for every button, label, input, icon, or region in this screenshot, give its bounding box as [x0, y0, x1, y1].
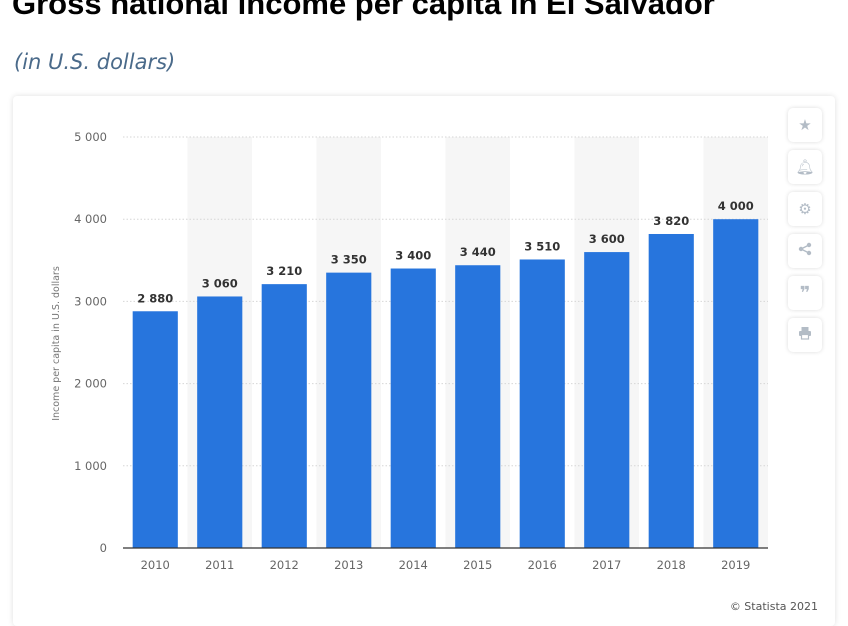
bar[interactable] — [197, 296, 243, 548]
y-tick-label: 5 000 — [74, 130, 107, 144]
bar-value-label: 3 510 — [524, 239, 560, 253]
print-button[interactable] — [788, 318, 822, 352]
statista-credit[interactable]: © Statista 2021 — [729, 600, 818, 613]
y-tick-label: 4 000 — [74, 212, 107, 226]
bar[interactable] — [455, 265, 501, 548]
share-button[interactable] — [788, 234, 822, 268]
cite-button[interactable]: ❞ — [788, 276, 822, 310]
x-tick-label: 2015 — [463, 558, 492, 572]
bar[interactable] — [132, 311, 178, 548]
star-icon: ★ — [798, 116, 812, 134]
favorite-button[interactable]: ★ — [788, 108, 822, 142]
print-icon — [798, 326, 812, 344]
x-tick-label: 2014 — [399, 558, 428, 572]
bar-value-label: 3 820 — [653, 214, 689, 228]
bar[interactable] — [584, 252, 630, 548]
bar-value-label: 3 600 — [589, 232, 625, 246]
bar[interactable] — [519, 259, 565, 548]
gear-icon: ⚙ — [798, 200, 812, 218]
bar-value-label: 3 350 — [331, 253, 367, 267]
y-axis-ticks: 0 1 000 2 000 3 000 4 000 5 000 — [74, 130, 107, 555]
chart-toolbar: ★ 🔔︎ ⚙ ❞ — [788, 108, 824, 352]
y-axis-label: Income per capita in U.S. dollars — [51, 266, 62, 421]
x-tick-label: 2012 — [270, 558, 299, 572]
gridlines — [123, 136, 768, 467]
y-tick-label: 1 000 — [74, 459, 107, 473]
page-title: Gross national income per capita in El S… — [12, 0, 715, 21]
share-icon — [798, 242, 812, 260]
bar-value-labels: 2 880 3 060 3 210 3 350 3 400 3 440 3 510 3 600… — [137, 199, 754, 305]
y-tick-label: 3 000 — [74, 294, 107, 308]
bell-icon: 🔔︎ — [795, 158, 815, 176]
bar-chart: 0 1 000 2 000 3 000 4 000 5 000 2 880 3 060 3 2… — [51, 130, 768, 572]
y-tick-label: 2 000 — [74, 377, 107, 391]
page-subtitle: (in U.S. dollars) — [14, 50, 176, 74]
x-tick-label: 2019 — [721, 558, 750, 572]
bar-value-label: 3 060 — [202, 276, 238, 290]
bar[interactable] — [390, 268, 436, 548]
bar[interactable] — [261, 284, 307, 548]
quote-icon: ❞ — [799, 282, 811, 304]
x-tick-label: 2010 — [141, 558, 170, 572]
bar[interactable] — [326, 272, 372, 548]
x-tick-label: 2018 — [657, 558, 686, 572]
bar-value-label: 3 400 — [395, 249, 431, 263]
bar[interactable] — [713, 219, 759, 548]
bars — [132, 219, 759, 548]
settings-button[interactable]: ⚙ — [788, 192, 822, 226]
x-tick-label: 2011 — [205, 558, 234, 572]
bar-value-label: 3 440 — [460, 245, 496, 259]
bar-value-label: 3 210 — [266, 264, 302, 278]
bar-value-label: 4 000 — [718, 199, 754, 213]
bar[interactable] — [648, 233, 694, 548]
bar-value-label: 2 880 — [137, 291, 173, 305]
x-tick-label: 2013 — [334, 558, 363, 572]
y-tick-label: 0 — [100, 541, 107, 555]
x-axis-ticks: 2010 2011 2012 2013 2014 2015 2016 2017 2018 2019 — [141, 558, 751, 572]
notification-button[interactable]: 🔔︎ — [788, 150, 822, 184]
x-tick-label: 2017 — [592, 558, 621, 572]
x-tick-label: 2016 — [528, 558, 557, 572]
